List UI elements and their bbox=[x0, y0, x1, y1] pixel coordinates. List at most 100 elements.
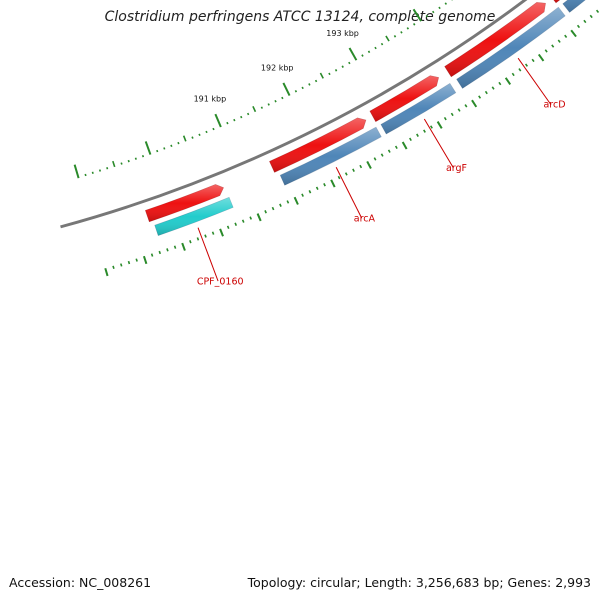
outer-tick bbox=[286, 200, 290, 204]
cds-arrow-shade bbox=[269, 117, 366, 173]
outer-tick bbox=[234, 222, 238, 226]
outer-tick bbox=[256, 213, 262, 222]
outer-tick bbox=[293, 196, 299, 205]
cds-arrow-shade bbox=[553, 0, 560, 3]
outer-tick bbox=[436, 121, 443, 129]
scale-tick bbox=[252, 105, 257, 113]
gene-block-shade bbox=[154, 197, 234, 236]
scale-tick bbox=[91, 171, 94, 174]
outer-tick bbox=[380, 153, 384, 157]
gene-labels: CPF_0160arcAargFarcDarcCargR bbox=[197, 57, 566, 288]
scale-tick bbox=[425, 14, 429, 18]
scale-tick bbox=[246, 112, 250, 116]
gene-track bbox=[154, 0, 586, 236]
scale-tick bbox=[260, 106, 264, 109]
scale-tick bbox=[191, 136, 194, 139]
outer-tick bbox=[352, 168, 355, 172]
outer-tick bbox=[219, 228, 224, 237]
outer-tick bbox=[173, 245, 177, 249]
scale-tick bbox=[177, 141, 180, 145]
label-connector bbox=[517, 57, 552, 106]
scale-tick bbox=[374, 46, 377, 50]
scale-tick bbox=[301, 86, 304, 90]
outer-tick bbox=[504, 77, 512, 85]
outer-tick bbox=[595, 9, 600, 13]
outer-tick bbox=[211, 231, 215, 235]
scale-tick bbox=[348, 47, 358, 61]
outer-tick bbox=[315, 186, 319, 190]
cds-arrow-shade bbox=[145, 184, 224, 222]
outer-tick bbox=[524, 63, 529, 67]
outer-tick bbox=[491, 86, 495, 90]
scale-tick bbox=[127, 159, 130, 163]
scale-tick bbox=[328, 72, 331, 76]
label-connector bbox=[197, 227, 219, 282]
cds-arrow-shade bbox=[444, 2, 546, 77]
outer-tick bbox=[196, 237, 200, 241]
gene-label-argf: argF bbox=[446, 163, 467, 174]
scale-tick bbox=[380, 42, 384, 46]
outer-tick bbox=[457, 108, 461, 112]
scale-tick bbox=[361, 54, 364, 57]
outer-tick bbox=[166, 248, 169, 252]
outer-tick bbox=[511, 72, 515, 77]
scale-tick bbox=[438, 6, 441, 10]
outer-tick bbox=[241, 219, 245, 223]
outer-tick bbox=[181, 242, 186, 251]
scale-tick bbox=[444, 2, 448, 5]
outer-tick bbox=[409, 137, 412, 141]
gene-block-shade bbox=[280, 127, 382, 186]
outer-tick bbox=[359, 164, 363, 169]
scale-tick bbox=[182, 135, 187, 142]
scale-tick bbox=[319, 72, 324, 79]
outer-tick bbox=[544, 49, 548, 53]
outer-tick bbox=[583, 19, 587, 24]
accession-text: Accession: NC_008261 bbox=[9, 575, 152, 590]
outer-tick bbox=[142, 255, 148, 265]
gene-block-shade bbox=[380, 83, 456, 134]
scale-tick bbox=[432, 10, 435, 14]
scale-tick bbox=[156, 149, 159, 153]
scale-tick bbox=[233, 118, 236, 122]
outer-tick bbox=[366, 160, 372, 169]
scale-tick bbox=[141, 154, 145, 158]
outer-tick bbox=[557, 39, 561, 43]
scale-tick bbox=[214, 113, 222, 128]
outer-tick bbox=[429, 125, 433, 129]
outer-tick bbox=[423, 129, 426, 133]
gene-label-arcd: arcD bbox=[543, 100, 565, 111]
outer-tick bbox=[226, 225, 230, 229]
cds-track bbox=[145, 0, 561, 223]
scale-tick bbox=[170, 144, 173, 148]
scale-tick bbox=[134, 157, 137, 160]
scale-tick bbox=[412, 8, 422, 22]
outer-tick bbox=[204, 234, 207, 238]
outer-tick bbox=[464, 104, 468, 108]
scale-tick bbox=[348, 61, 351, 65]
scale-tick bbox=[281, 96, 284, 100]
outer-tick bbox=[112, 265, 115, 270]
outer-tick bbox=[537, 53, 545, 62]
scale-tick bbox=[226, 121, 229, 125]
outer-tick bbox=[564, 34, 568, 39]
scale-tick bbox=[393, 35, 397, 38]
scale-tick bbox=[367, 50, 371, 54]
scale-tick bbox=[282, 82, 291, 96]
outer-tick bbox=[450, 112, 454, 117]
outer-tick bbox=[337, 175, 341, 180]
outer-tick bbox=[308, 190, 312, 194]
scale-tick bbox=[267, 103, 270, 106]
outer-tick bbox=[498, 81, 502, 86]
outer-tick bbox=[443, 116, 447, 121]
outer-tick-ring bbox=[104, 9, 600, 277]
genome-summary-text: Topology: circular; Length: 3,256,683 bp… bbox=[247, 575, 591, 590]
outer-tick bbox=[323, 183, 326, 187]
scale-tick bbox=[314, 79, 318, 83]
outer-tick bbox=[551, 44, 555, 48]
outer-tick bbox=[150, 253, 154, 257]
outer-tick bbox=[394, 145, 398, 149]
outer-tick bbox=[127, 260, 131, 265]
scale-tick bbox=[106, 167, 109, 170]
